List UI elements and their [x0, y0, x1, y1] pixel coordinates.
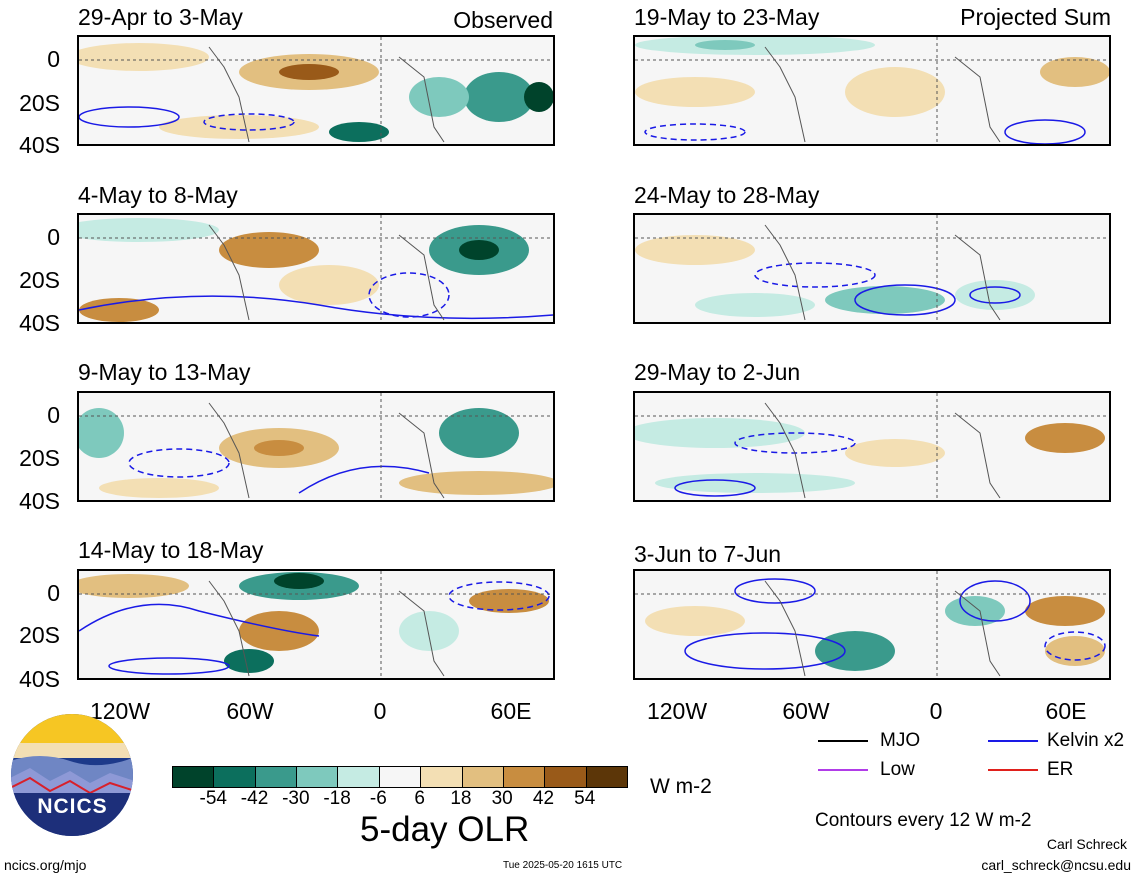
panel-title: 29-Apr to 3-May [78, 4, 243, 30]
panel-title: 9-May to 13-May [78, 359, 251, 385]
olr-map [77, 391, 555, 502]
olr-map [633, 35, 1111, 146]
olr-map-svg [79, 215, 553, 322]
legend-line-kelvin [988, 740, 1038, 742]
lon-label-120w: 120W [646, 698, 708, 724]
footer-url: ncics.org/mjo [4, 857, 87, 873]
colorbar-swatch [378, 767, 421, 787]
legend-label-low: Low [880, 759, 915, 780]
colorbar-swatch [461, 767, 503, 787]
colorbar-tick-label: 18 [450, 788, 472, 809]
lat-label-0: 0 [47, 402, 60, 428]
logo-icon [11, 714, 133, 836]
olr-map [77, 35, 555, 146]
ncics-logo: NCICS [10, 713, 135, 838]
colorbar-tick-label: 30 [491, 788, 513, 809]
olr-map [633, 391, 1111, 502]
panel-tag-observed: Observed [453, 7, 553, 33]
legend-label-er: ER [1047, 759, 1074, 780]
logo-text: NCICS [37, 795, 108, 818]
lon-label-60w: 60W [226, 698, 274, 724]
lat-label-0: 0 [47, 46, 60, 72]
colorbar-swatch [544, 767, 586, 787]
lat-label-20s: 20S [19, 90, 60, 116]
colorbar-tick-label: -54 [199, 788, 227, 809]
lon-label-60e: 60E [490, 698, 532, 724]
panel-title: 29-May to 2-Jun [634, 359, 801, 385]
colorbar-swatch [213, 767, 255, 787]
lon-label-60e: 60E [1045, 698, 1087, 724]
colorbar-tick-label: 6 [414, 788, 425, 809]
legend-label-kelvin: Kelvin x2 [1047, 730, 1125, 751]
olr-map-svg [635, 393, 1109, 500]
colorbar-title: 5-day OLR [360, 810, 530, 849]
colorbar-tick-label: -6 [369, 788, 387, 809]
olr-map [77, 213, 555, 324]
lat-label-40s: 40S [19, 132, 60, 158]
footer-author: Carl Schreck [1046, 836, 1127, 852]
panel-title: 14-May to 18-May [78, 537, 264, 563]
olr-map-svg [635, 37, 1109, 144]
panel-title: 19-May to 23-May [634, 4, 820, 30]
lat-label-20s: 20S [19, 622, 60, 648]
lon-label-60w: 60W [782, 698, 830, 724]
legend-line-low [818, 769, 868, 771]
olr-map-svg [635, 215, 1109, 322]
legend-label-mjo: MJO [880, 730, 921, 751]
colorbar-tick-label: 42 [532, 788, 555, 809]
lat-label-40s: 40S [19, 488, 60, 514]
lat-label-40s: 40S [19, 666, 60, 692]
colorbar-tick-label: 54 [574, 788, 596, 809]
lon-label-0: 0 [373, 698, 387, 724]
colorbar-swatch [585, 767, 627, 787]
colorbar-swatch [502, 767, 545, 787]
lon-label-0: 0 [929, 698, 943, 724]
colorbar-tick-label: -42 [240, 788, 269, 809]
olr-map-svg [79, 37, 553, 144]
lat-label-0: 0 [47, 224, 60, 250]
legend-line-er [988, 769, 1038, 771]
colorbar-swatch [337, 767, 379, 787]
lon-label-120w: 120W [89, 698, 151, 724]
panel-title: 4-May to 8-May [78, 182, 238, 208]
colorbar-tick-label: -30 [282, 788, 310, 809]
olr-map [633, 213, 1111, 324]
legend-line-mjo [818, 740, 868, 742]
contour-note: Contours every 12 W m-2 [815, 810, 1032, 831]
olr-map-svg [79, 571, 553, 678]
colorbar-units: W m-2 [650, 775, 712, 798]
panel-title: 24-May to 28-May [634, 182, 820, 208]
footer-email: carl_schreck@ncsu.edu [981, 857, 1131, 873]
footer-timestamp: Tue 2025-05-20 1615 UTC [503, 860, 623, 871]
lat-label-20s: 20S [19, 267, 60, 293]
lat-label-40s: 40S [19, 310, 60, 336]
colorbar-swatch [420, 767, 462, 787]
colorbar-strip [172, 766, 628, 788]
colorbar-tick-label: -18 [323, 788, 351, 809]
olr-map [77, 569, 555, 680]
olr-map-svg [79, 393, 553, 500]
colorbar-swatch [173, 767, 214, 787]
colorbar-swatch [254, 767, 297, 787]
olr-map [633, 569, 1111, 680]
panel-tag-projected: Projected Sum [960, 4, 1111, 30]
colorbar-swatch [296, 767, 338, 787]
olr-map-svg [635, 571, 1109, 678]
lat-label-20s: 20S [19, 445, 60, 471]
panel-title: 3-Jun to 7-Jun [634, 541, 782, 567]
lat-label-0: 0 [47, 580, 60, 606]
